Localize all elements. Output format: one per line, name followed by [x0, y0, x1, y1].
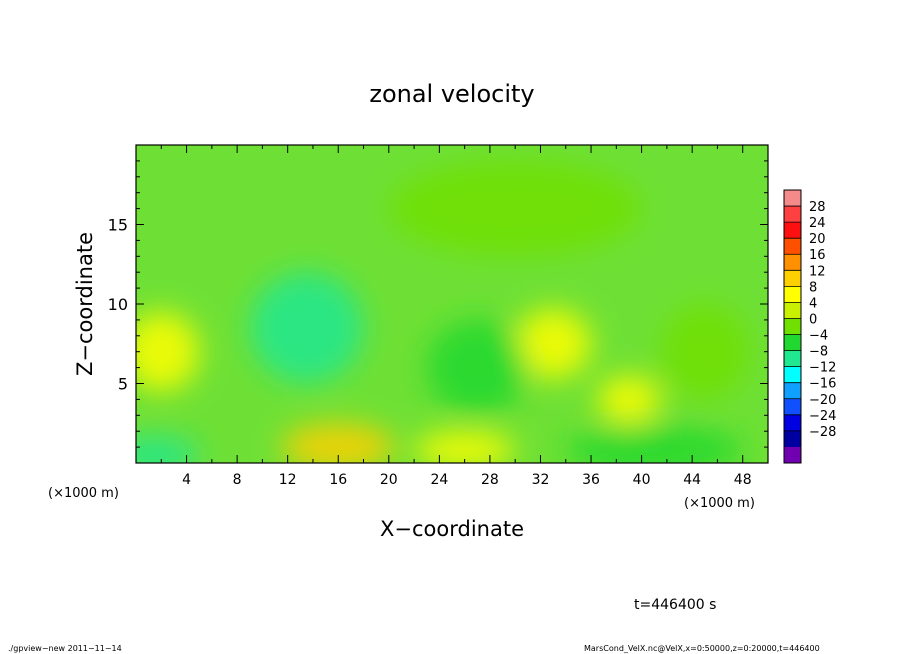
colorbar-segment — [784, 446, 801, 464]
field-feature-4 — [515, 308, 592, 379]
y-tick-label: 15 — [108, 216, 128, 235]
field-feature-10 — [388, 160, 642, 257]
x-tick-label: 4 — [182, 472, 191, 488]
colorbar-segment — [784, 414, 801, 432]
field-feature-7 — [565, 426, 743, 463]
colorbar-segment — [784, 398, 801, 416]
y-tick-label: 10 — [108, 295, 128, 314]
colorbar-segment — [784, 366, 801, 384]
y-tick-label: 5 — [118, 375, 128, 394]
colorbar-segment — [784, 350, 801, 367]
colorbar-label: 0 — [809, 312, 817, 327]
colorbar-label: 8 — [809, 280, 817, 295]
x-tick-label: 48 — [734, 472, 752, 488]
y-axis-ticks: 5 10 15 — [108, 160, 768, 448]
colorbar-label: −24 — [809, 409, 836, 424]
colorbar-segment — [784, 334, 801, 351]
colorbar-segment — [784, 286, 801, 303]
x-tick-label: 32 — [532, 472, 550, 488]
chart-title: zonal velocity — [369, 80, 534, 108]
x-axis-ticks: 4 8 12 16 20 24 28 32 36 40 44 48 — [160, 145, 752, 488]
x-axis-label: X−coordinate — [380, 517, 524, 541]
x-tick-label: 36 — [582, 472, 600, 488]
colorbar-segment — [784, 190, 801, 207]
field-feature-9 — [660, 304, 750, 400]
colorbar-segment — [784, 302, 801, 319]
x-tick-label: 24 — [430, 472, 448, 488]
colorbar-segment — [784, 318, 801, 335]
x-tick-label: 28 — [481, 472, 499, 488]
field-feature-3 — [136, 311, 200, 392]
colorbar-label: −28 — [809, 425, 836, 440]
colorbar-segment — [784, 206, 801, 223]
colorbar-segment — [784, 254, 801, 271]
x-tick-label: 40 — [633, 472, 651, 488]
colorbar-segment — [784, 270, 801, 287]
colorbar-label: 16 — [809, 248, 826, 263]
colorbar-label: −16 — [809, 377, 836, 392]
colorbar-label: 12 — [809, 264, 826, 279]
x-units-label-right: (×1000 m) — [684, 496, 755, 511]
x-tick-label: 8 — [233, 472, 242, 488]
field-feature-8 — [426, 319, 528, 416]
field-feature-6 — [414, 431, 516, 463]
colorbar-segment — [784, 222, 801, 239]
colorbar-label: 28 — [809, 200, 826, 215]
colorbar-segment — [784, 238, 801, 255]
field-feature-2 — [281, 423, 396, 463]
colorbar-label: −12 — [809, 361, 836, 376]
colorbar-label: 20 — [809, 232, 826, 247]
velocity-field — [136, 160, 750, 463]
footer-left: ./gpview−new 2011−11−14 — [8, 644, 122, 653]
field-feature-1 — [136, 435, 200, 463]
x-tick-label: 12 — [279, 472, 297, 488]
colorbar-segment — [784, 430, 801, 448]
colorbar-frame — [783, 189, 802, 464]
x-units-label-left: (×1000 m) — [48, 486, 119, 501]
x-tick-label: 20 — [380, 472, 398, 488]
colorbar-label: 4 — [809, 296, 817, 311]
field-feature-0 — [249, 272, 364, 384]
footer-right: MarsCond_VelX.nc@VelX,x=0:50000,z=0:2000… — [584, 644, 820, 653]
colorbar-label: 24 — [809, 216, 826, 231]
colorbar-label: −8 — [809, 345, 828, 360]
colorbar-label: −4 — [809, 329, 828, 344]
time-label: t=446400 s — [634, 597, 716, 613]
y-axis-label: Z−coordinate — [73, 232, 97, 376]
colorbar-segment — [784, 382, 801, 400]
x-tick-label: 16 — [329, 472, 347, 488]
colorbar-label: −20 — [809, 393, 836, 408]
field-feature-5 — [597, 375, 661, 424]
x-tick-label: 44 — [683, 472, 701, 488]
